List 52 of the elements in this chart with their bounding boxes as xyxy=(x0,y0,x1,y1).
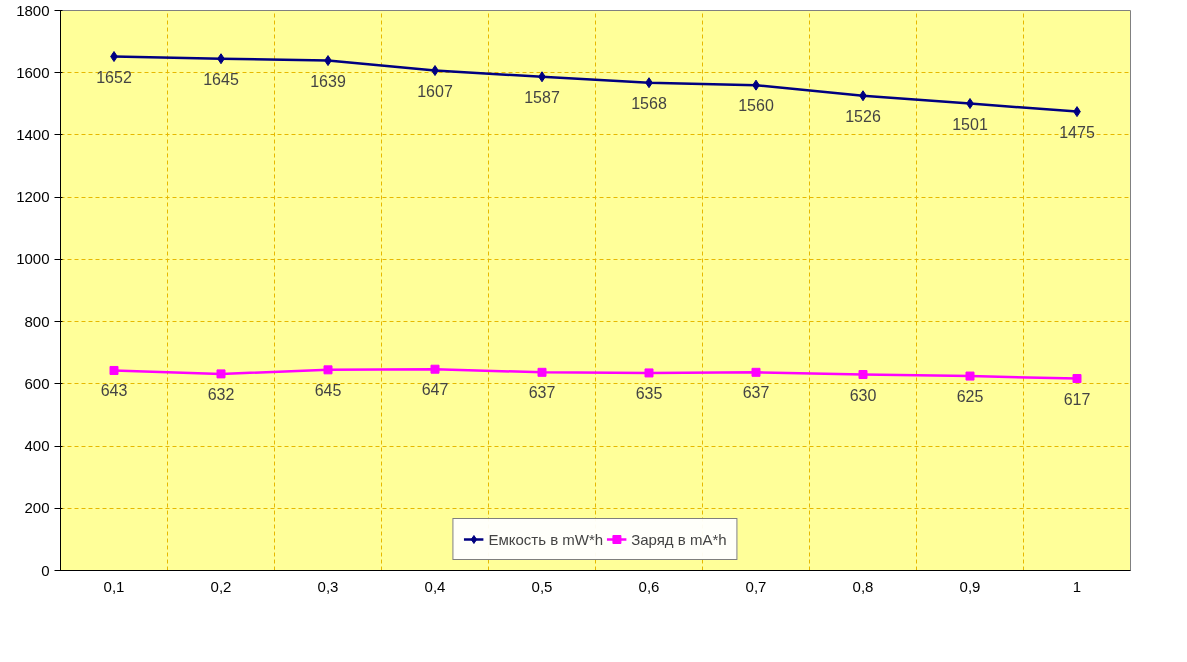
data-label: 630 xyxy=(849,386,877,404)
y-tick-label: 600 xyxy=(24,374,50,392)
data-label: 1526 xyxy=(845,107,881,125)
data-label: 632 xyxy=(207,385,235,403)
legend-label: Емкость в mW*h xyxy=(488,530,604,548)
x-tick-label: 1 xyxy=(1072,577,1082,595)
x-tick-label: 0,7 xyxy=(745,577,767,595)
x-tick-label: 0,8 xyxy=(852,577,874,595)
y-tick-label: 0 xyxy=(41,561,50,579)
y-tick-label: 1600 xyxy=(16,63,50,81)
point xyxy=(858,370,868,379)
data-label: 647 xyxy=(421,381,449,399)
point xyxy=(430,364,440,374)
x-tick-label: 0,5 xyxy=(531,577,553,595)
point xyxy=(109,365,119,375)
data-label: 1645 xyxy=(203,70,239,88)
y-tick-label: 1200 xyxy=(16,188,50,206)
data-label: 637 xyxy=(528,384,556,402)
legend-label: Заряд в mA*h xyxy=(631,530,727,548)
point xyxy=(537,367,547,377)
y-tick-label: 1400 xyxy=(16,125,50,143)
point xyxy=(644,368,654,378)
data-label: 637 xyxy=(742,384,770,402)
point xyxy=(965,371,975,381)
y-tick-label: 200 xyxy=(24,499,50,517)
data-label: 1607 xyxy=(417,82,453,100)
data-label: 1568 xyxy=(631,94,667,112)
data-label: 635 xyxy=(635,384,663,402)
x-tick-label: 0,4 xyxy=(424,577,446,595)
y-tick-label: 1000 xyxy=(16,250,50,268)
data-label: 625 xyxy=(956,388,984,406)
x-tick-label: 0,9 xyxy=(959,577,981,595)
data-label: 643 xyxy=(100,382,128,400)
data-label: 645 xyxy=(314,381,342,399)
x-tick-label: 0,1 xyxy=(103,577,125,595)
point xyxy=(1072,374,1082,384)
data-label: 617 xyxy=(1063,390,1091,408)
data-label: 1560 xyxy=(738,97,774,115)
point xyxy=(751,367,761,377)
x-tick-label: 0,2 xyxy=(210,577,232,595)
data-label: 1475 xyxy=(1059,123,1095,141)
y-tick-label: 400 xyxy=(24,437,50,455)
data-label: 1652 xyxy=(96,68,132,86)
x-tick-label: 0,6 xyxy=(638,577,660,595)
data-label: 1587 xyxy=(524,88,560,106)
data-label: 1639 xyxy=(310,72,346,90)
point xyxy=(323,365,333,375)
x-tick-label: 0,3 xyxy=(317,577,339,595)
data-label: 1501 xyxy=(952,115,988,133)
y-tick-label: 800 xyxy=(24,312,50,330)
point xyxy=(216,369,226,379)
y-tick-label: 1800 xyxy=(16,1,50,19)
